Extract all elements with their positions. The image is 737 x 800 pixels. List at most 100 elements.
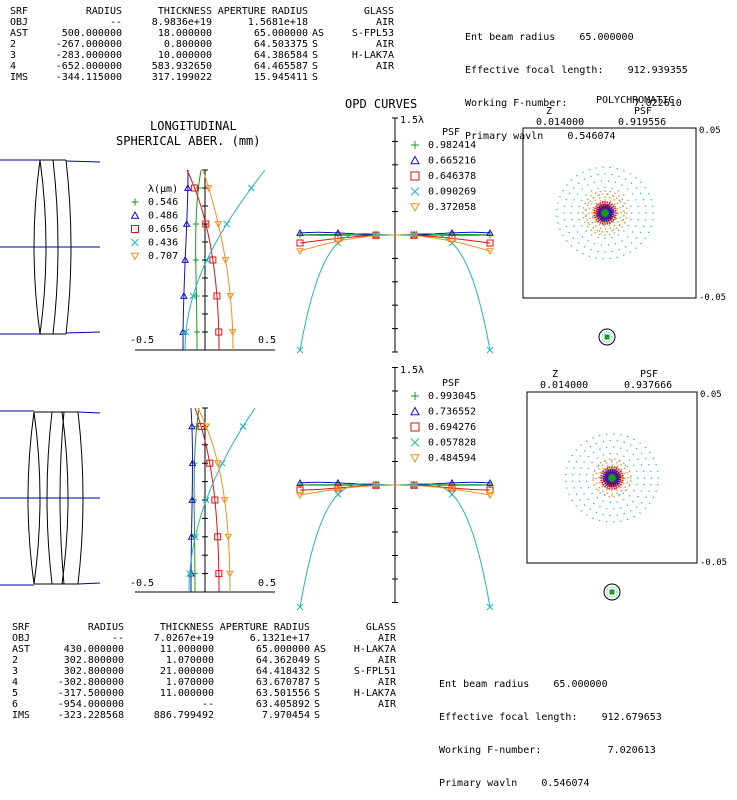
spot-ray [579,499,580,500]
spot-ray [607,470,609,472]
srf-cell: OBJ [12,633,46,644]
spot-ray [571,245,572,246]
spot-ray [610,218,612,220]
spot-ray [639,512,640,513]
glass-cell: AIR [338,633,400,644]
spot-ray [602,484,604,486]
spot-ray [633,465,634,466]
spot-ray [618,249,619,250]
spot-ray [596,465,598,467]
spot-title: POLYCHROMATIC [596,95,674,106]
triangle-marker [132,212,139,218]
spot-ray [604,187,605,188]
spot-ray [568,494,569,495]
spot-ray [643,471,644,472]
spot-ray [566,226,567,227]
spot-ray [606,489,608,491]
spot-ray [653,458,654,459]
spot-ray [585,214,587,216]
spot-ray [581,444,582,445]
spot-ray [606,479,608,481]
spot-ray [645,238,646,239]
spot-ray [571,206,572,207]
lsa-legend-title: λ(μm) [148,184,178,195]
legend-wavelength: 0.707 [148,251,178,262]
plus-marker [195,185,201,191]
spot-ray [589,200,591,202]
spot-ray [627,482,629,484]
spot-ray [618,468,620,470]
spot-ray [618,486,620,488]
spot-ray [645,458,646,459]
spot-ray [579,474,580,475]
spot-ray [623,513,624,514]
spot-ray [616,471,618,473]
spot-ray [572,481,573,482]
spot-scale-top: 0.05 [699,126,721,136]
spot-ray [608,180,609,181]
spot-ray [569,232,570,233]
aperture-cell: 63.501556 [218,688,314,699]
spot-ray [599,214,601,216]
spot-ray [607,210,609,212]
spot-ray [600,477,602,479]
spot-ray [578,242,579,243]
spot-ray [616,197,618,199]
spot-ray [657,484,658,485]
spot-ray [645,508,646,509]
wavln-value: 0.546074 [541,778,589,789]
spot-ray [614,458,616,460]
glass-cell [338,710,400,721]
spot-ray [572,474,573,475]
spot-ray [629,485,631,487]
spot-ray [596,497,597,498]
spot-ray [589,169,590,170]
spot-ray [650,225,651,226]
spot-ray [626,466,628,468]
spot-ray [604,209,606,211]
spot-ray [601,472,603,474]
spot-ray [599,435,600,436]
spot-ray [605,199,607,201]
spot-ray [585,194,586,195]
spot-ray [632,454,633,455]
spot-ray [578,182,579,183]
x-marker [411,439,419,447]
bottom-lens-layout [0,411,100,585]
spot-ray [610,453,611,454]
triangle-marker [411,157,419,164]
spot-ray [613,485,615,487]
spot-ray [617,472,619,474]
spot-ray [621,240,622,241]
spot-ray [603,258,604,259]
spot-ray [599,202,601,204]
spot-psf-value: 0.919556 [618,117,666,128]
bottom-opd-plot [297,368,493,611]
spot-ray [630,480,632,482]
spot-ray [606,484,608,486]
spot-ray [556,209,557,210]
glass-cell: H-LAK7A [338,688,400,699]
spot-ray [618,195,620,197]
legend-wavelength: 0.486 [148,211,178,222]
spot-ray [640,182,641,183]
spot-ray [598,213,600,215]
spot-ray [618,190,619,191]
spot-ray [596,167,597,168]
spot-ray [614,217,616,219]
down-triangle-marker [411,204,419,211]
spot-ray [608,212,610,214]
spot-ray [623,473,625,475]
spot-ray [641,490,642,491]
spot-ray [596,211,598,213]
spot-ray [573,187,574,188]
spot-ray [598,211,600,213]
spot-ray [566,467,567,468]
spot-ray [592,207,594,209]
spot-ray [606,231,608,233]
legend-wavelength: 0.436 [148,238,178,249]
spot-ray [614,488,616,490]
spot-ray [596,488,598,490]
spot-ray [609,197,611,199]
lsa-title-line2: SPHERICAL ABER. (mm) [116,134,261,148]
